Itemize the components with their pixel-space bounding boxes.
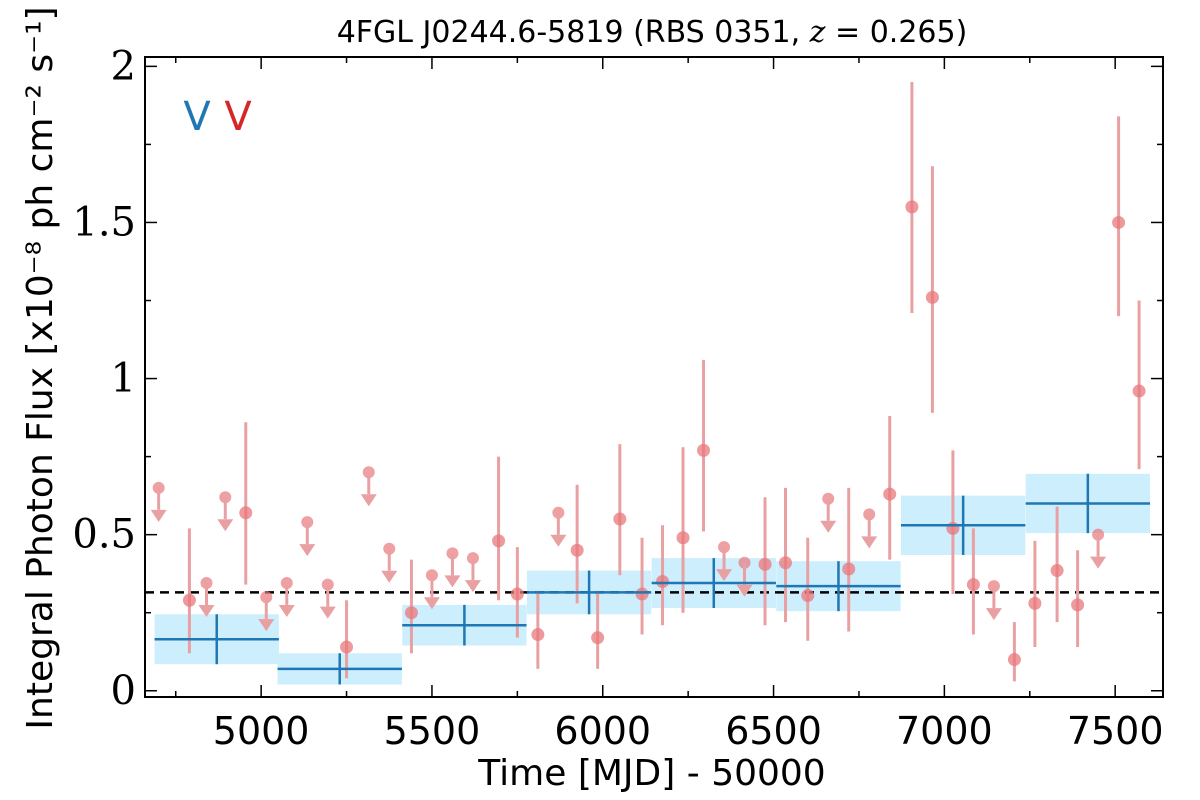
flux-point-18 bbox=[883, 487, 897, 501]
upper-limit-10 bbox=[444, 547, 461, 588]
upper-limit-9 bbox=[423, 569, 440, 610]
legend-marker-0: V bbox=[183, 94, 211, 140]
flux-point-12 bbox=[676, 531, 690, 545]
chart-title: 4FGL J0244.6-5819 (RBS 0351, z = 0.265) bbox=[337, 15, 968, 50]
y-tick-label-2: 1 bbox=[111, 356, 136, 402]
binned-flux-bands bbox=[154, 473, 1151, 685]
x-tick-label-2: 6000 bbox=[554, 709, 651, 753]
flux-point-17 bbox=[842, 562, 856, 576]
flux-error-bars bbox=[187, 81, 1141, 682]
upper-limit-11 bbox=[464, 552, 481, 593]
flux-points bbox=[182, 200, 1146, 667]
x-tick-label-4: 7000 bbox=[896, 709, 993, 753]
upper-limit-14 bbox=[736, 556, 753, 597]
upper-limit-6 bbox=[319, 578, 336, 619]
upper-limit-13 bbox=[716, 541, 733, 582]
x-tick-label-5: 7500 bbox=[1067, 709, 1164, 753]
flux-point-25 bbox=[1050, 564, 1064, 578]
upper-limit-12 bbox=[550, 506, 567, 547]
y-tick-label-1: 0.5 bbox=[72, 512, 136, 558]
flux-point-19 bbox=[905, 200, 919, 214]
upper-limit-8 bbox=[381, 542, 398, 583]
flux-point-0 bbox=[182, 593, 196, 607]
flux-point-9 bbox=[613, 512, 627, 526]
binned-flux-lines bbox=[154, 473, 1151, 685]
upper-limit-2 bbox=[217, 491, 234, 532]
upper-limit-7 bbox=[360, 466, 377, 507]
upper-limit-15 bbox=[820, 492, 837, 533]
x-tick-label-3: 6500 bbox=[725, 709, 822, 753]
y-tick-label-3: 1.5 bbox=[72, 199, 136, 245]
upper-limit-3 bbox=[258, 591, 275, 632]
flux-point-2 bbox=[340, 640, 354, 654]
flux-point-13 bbox=[697, 443, 711, 457]
flux-point-24 bbox=[1028, 596, 1042, 610]
flux-point-20 bbox=[925, 290, 939, 304]
flux-point-6 bbox=[531, 628, 545, 642]
y-tick-label-4: 2 bbox=[111, 43, 136, 89]
upper-limit-17 bbox=[985, 580, 1002, 621]
flux-point-1 bbox=[239, 506, 253, 520]
axis-tick-labels: 5000 5500 6000 6500 7000 7500 0 0.5 1 1.5 2 bbox=[72, 43, 1163, 753]
flux-point-5 bbox=[510, 587, 524, 601]
axis-ticks bbox=[145, 57, 1163, 697]
flux-point-7 bbox=[570, 543, 584, 557]
upper-limit-4 bbox=[278, 577, 295, 618]
upper-limit-markers bbox=[150, 466, 1107, 632]
x-axis-label: Time [MJD] - 50000 bbox=[477, 753, 825, 794]
flux-point-22 bbox=[966, 578, 980, 592]
flux-point-23 bbox=[1007, 653, 1021, 667]
flux-point-4 bbox=[492, 534, 506, 548]
flux-point-16 bbox=[801, 589, 815, 603]
flux-point-28 bbox=[1132, 384, 1146, 398]
upper-limit-1 bbox=[198, 577, 215, 618]
flux-point-15 bbox=[779, 556, 793, 570]
flux-point-27 bbox=[1112, 215, 1126, 229]
flux-point-14 bbox=[758, 557, 772, 571]
legend-marker-1: V bbox=[224, 94, 252, 140]
flux-point-11 bbox=[656, 574, 670, 588]
y-axis-label: Integral Photon Flux [x10⁻⁸ ph cm⁻² s⁻¹] bbox=[20, 6, 61, 729]
flux-point-3 bbox=[404, 606, 418, 620]
upper-limit-5 bbox=[299, 516, 316, 557]
y-tick-label-0: 0 bbox=[111, 668, 136, 714]
flux-point-10 bbox=[635, 587, 649, 601]
x-tick-label-1: 5500 bbox=[384, 709, 481, 753]
flux-point-26 bbox=[1071, 598, 1085, 612]
x-tick-label-0: 5000 bbox=[213, 709, 310, 753]
upper-limit-18 bbox=[1090, 528, 1107, 569]
flux-point-21 bbox=[946, 521, 960, 535]
upper-limit-16 bbox=[861, 508, 878, 549]
upper-limit-0 bbox=[150, 481, 167, 522]
plot-frame bbox=[144, 56, 1164, 698]
flux-point-8 bbox=[591, 631, 605, 645]
